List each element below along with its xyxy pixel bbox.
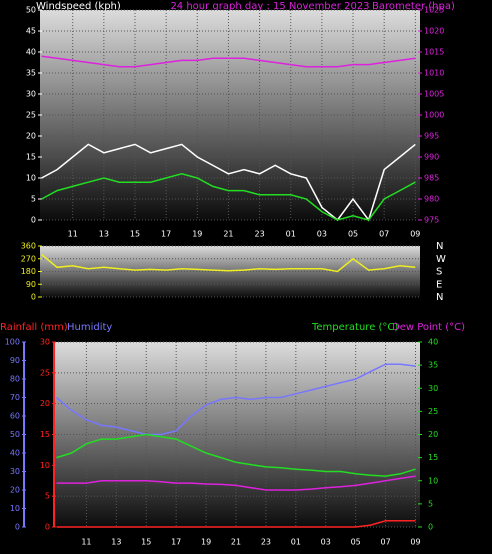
y-tick-label: 20 [428,430,438,439]
y-tick-label: 20 [40,399,50,408]
y-tick-label: 45 [26,27,36,36]
y-tick-label: 40 [10,449,20,458]
series-line [56,475,416,491]
y-tick-label: 990 [424,153,439,162]
legend-label: Humidity [67,322,112,333]
y-tick-label: 1020 [424,27,444,36]
y-tick-label: 30 [26,90,36,99]
x-tick-label: 19 [192,230,202,239]
y-tick-label: 980 [424,195,439,204]
y-tick-label: 0 [31,293,36,302]
series-line [41,143,416,222]
x-tick-label: 15 [141,538,151,547]
y-tick-label: 0 [15,523,20,532]
y-tick-label: 50 [26,6,36,15]
y-tick-label: 30 [428,384,438,393]
y-tick-label: 180 [21,267,36,276]
y-tick-label: E [436,279,442,290]
series-line [56,363,416,436]
barometer-axis-label: Barometer (hpa) [372,1,455,12]
y-tick-label: N [436,241,443,252]
y-tick-label: 1010 [424,69,444,78]
y-tick-label: 10 [40,461,50,470]
x-tick-label: 19 [201,538,211,547]
y-tick-label: 35 [26,69,36,78]
y-tick-label: 25 [26,111,36,120]
y-tick-label: 1025 [424,6,444,15]
x-tick-label: 23 [254,230,264,239]
y-tick-label: 15 [40,430,50,439]
y-tick-label: N [436,292,443,303]
y-tick-label: 40 [428,338,438,347]
x-tick-label: 07 [381,538,391,547]
y-tick-label: 60 [10,412,20,421]
y-tick-label: 0 [45,523,50,532]
y-tick-label: 985 [424,174,439,183]
y-tick-label: 90 [10,356,20,365]
series-line [56,433,416,477]
x-tick-label: 13 [99,230,109,239]
x-tick-label: 23 [261,538,271,547]
y-tick-label: 975 [424,216,439,225]
x-tick-label: 05 [351,538,361,547]
y-tick-label: 5 [45,492,50,501]
y-tick-label: 10 [428,476,438,485]
x-tick-label: 21 [223,230,233,239]
x-tick-label: 03 [317,230,327,239]
y-tick-label: 40 [26,48,36,57]
y-tick-label: 995 [424,132,439,141]
y-tick-label: 35 [428,361,438,370]
y-tick-label: 5 [31,195,36,204]
y-tick-label: 0 [428,523,433,532]
series-line [41,173,416,221]
legend-label: Temperature (°C) [311,322,398,333]
x-tick-label: 05 [348,230,358,239]
y-tick-label: 30 [10,467,20,476]
y-tick-label: 0 [31,216,36,225]
y-tick-label: 15 [26,153,36,162]
chart-title: 24 hour graph day : 15 November 2023 [170,1,369,12]
wind-axis-label: Windspeed (kph) [36,1,121,12]
y-tick-label: 50 [10,430,20,439]
x-tick-label: 09 [410,230,420,239]
x-tick-label: 11 [81,538,91,547]
x-tick-label: 17 [161,230,171,239]
series-line [41,55,416,68]
y-tick-label: 20 [10,486,20,495]
y-tick-label: 25 [40,368,50,377]
y-tick-label: 25 [428,407,438,416]
x-tick-label: 01 [286,230,296,239]
x-tick-label: 13 [111,538,121,547]
y-tick-label: 10 [10,504,20,513]
x-tick-label: 07 [379,230,389,239]
y-tick-label: 1015 [424,48,444,57]
x-tick-label: 17 [171,538,181,547]
legend-label: Rainfall (mm) [0,322,68,333]
y-tick-label: 10 [26,174,36,183]
x-tick-label: 03 [321,538,331,547]
y-tick-label: 80 [10,375,20,384]
y-tick-label: 1000 [424,111,444,120]
x-tick-label: 01 [291,538,301,547]
y-tick-label: 270 [21,254,36,263]
legend-label: Dew Point (°C) [392,322,465,333]
y-tick-label: 90 [26,280,36,289]
y-tick-label: 30 [40,338,50,347]
y-tick-label: 20 [26,132,36,141]
x-tick-label: 09 [410,538,420,547]
series-line [41,253,416,273]
y-tick-label: W [436,254,446,265]
y-tick-label: 15 [428,453,438,462]
x-tick-label: 21 [231,538,241,547]
y-tick-label: 100 [5,338,20,347]
series-line [56,520,416,528]
x-tick-label: 11 [68,230,78,239]
y-tick-label: 1005 [424,90,444,99]
y-tick-label: S [436,267,442,278]
x-tick-label: 15 [130,230,140,239]
y-tick-label: 70 [10,393,20,402]
y-tick-label: 5 [428,499,433,508]
y-tick-label: 360 [21,242,36,251]
